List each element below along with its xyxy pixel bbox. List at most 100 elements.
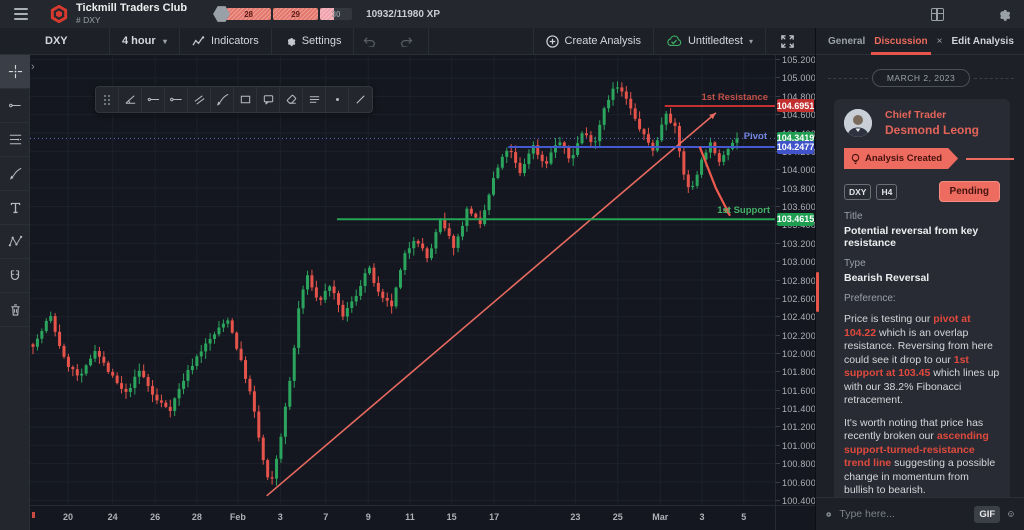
xp-count: 10932/11980 XP — [366, 8, 441, 20]
time-tick: 11 — [405, 512, 415, 522]
tab-general[interactable]: General — [828, 35, 866, 47]
timeframe-dropdown[interactable]: 4 hour ▾ — [110, 28, 180, 54]
gear-icon[interactable] — [996, 7, 1010, 21]
time-tick: 7 — [323, 512, 329, 522]
emoji-icon[interactable] — [1008, 507, 1014, 521]
price-tick: 102.8000 — [776, 276, 821, 286]
eraser-icon[interactable] — [280, 87, 303, 112]
price-tick: 105.2000 — [776, 55, 821, 65]
price-tick: 104.8000 — [776, 92, 821, 102]
text-tool[interactable] — [0, 191, 30, 225]
trend-line[interactable] — [266, 112, 717, 497]
axis-corner — [775, 505, 815, 530]
lightbulb-icon — [851, 153, 860, 165]
price-axis[interactable]: 100.4000 100.6000 100.8000 101.0000 101.2000… — [775, 55, 821, 506]
analysis-name-dropdown[interactable]: Untitledtest ▾ — [654, 28, 766, 54]
xp-progress[interactable]: 28 29 30 10932/11980 XP — [213, 6, 440, 23]
magnet-tool[interactable] — [0, 259, 30, 293]
create-analysis-button[interactable]: Create Analysis — [534, 28, 654, 54]
attach-plus-icon[interactable] — [826, 508, 831, 521]
gif-button[interactable]: GIF — [974, 505, 1001, 523]
brush-tool[interactable] — [0, 157, 30, 191]
panel-tabs: General Discussion × Edit Analysis — [816, 28, 1024, 55]
crosshair-tool[interactable] — [0, 55, 30, 89]
create-analysis-label: Create Analysis — [564, 35, 641, 47]
brush-icon[interactable] — [211, 87, 234, 112]
time-tick: 28 — [191, 512, 202, 522]
chevron-down-icon: ▾ — [162, 36, 167, 46]
floating-drawing-toolbar — [95, 86, 373, 113]
horizontal-ray-icon[interactable] — [142, 87, 165, 112]
channel-name: # DXY — [76, 15, 101, 26]
drag-handle-icon[interactable] — [96, 87, 119, 112]
author-block: Chief Trader Desmond Leong — [885, 110, 979, 136]
time-tick: 3 — [277, 512, 283, 522]
avatar[interactable] — [844, 109, 872, 137]
panel-scrollbar[interactable] — [816, 272, 819, 312]
time-tick: 25 — [612, 512, 623, 522]
1st-resistance-label: 1st Resistance — [701, 91, 768, 103]
price-tick: 101.2000 — [776, 422, 821, 432]
status-badge[interactable]: Pending — [938, 181, 1000, 202]
time-tick: 3 — [699, 512, 705, 522]
price-tick: 101.0000 — [776, 441, 821, 451]
fib-retracement-tool[interactable] — [0, 123, 30, 157]
chart-area[interactable]: › 1st Resistance Pivot 1st Support 100.400… — [30, 55, 821, 530]
xp-level-chip: 29 — [273, 8, 319, 20]
author-name: Desmond Leong — [885, 122, 980, 137]
title-label: Title — [844, 211, 863, 222]
indicators-button[interactable]: Indicators — [180, 28, 272, 54]
settings-button[interactable]: Settings — [272, 28, 355, 54]
line-icon[interactable] — [349, 87, 372, 112]
time-axis[interactable]: 20 24 26 28 Feb 3 7 9 11 15 17 23 25 Mar 3 5 — [30, 505, 775, 530]
parallel-channel-icon[interactable] — [188, 87, 211, 112]
xp-level-chip: 28 — [226, 8, 272, 20]
price-tick: 104.6000 — [776, 110, 821, 120]
price-tick: 103.6000 — [776, 202, 821, 212]
remove-tool[interactable] — [0, 293, 30, 327]
tab-discussion[interactable]: Discussion — [871, 28, 931, 55]
analysis-paragraph: Price is testing our pivot at 104.22 whi… — [844, 313, 1000, 406]
xabcd-pattern-tool[interactable] — [0, 225, 30, 259]
price-tick: 102.0000 — [776, 349, 821, 359]
chart-toolbar: DXY 4 hour ▾ Indicators Settings Create … — [0, 28, 815, 55]
chat-input[interactable] — [839, 508, 975, 520]
plus-circle-icon — [545, 34, 559, 48]
price-tick: 104.0000 — [776, 165, 821, 175]
time-tick: 17 — [489, 512, 500, 522]
candlestick-chart[interactable] — [30, 55, 775, 505]
callout-icon[interactable] — [257, 87, 280, 112]
symbol-button[interactable]: DXY — [0, 28, 110, 54]
1st-support-label: 1st Support — [717, 205, 770, 217]
timeframe-badge: H4 — [876, 183, 898, 200]
fullscreen-button[interactable] — [766, 28, 815, 54]
tab-close-icon[interactable]: × — [936, 35, 943, 47]
sidebar-expander-icon[interactable]: › — [31, 61, 35, 73]
price-tick: 102.2000 — [776, 331, 821, 341]
indicators-icon — [192, 35, 205, 45]
app-title: Tickmill Traders Club — [76, 2, 188, 15]
time-tick: 5 — [741, 512, 747, 522]
projection-arrow[interactable] — [698, 146, 731, 217]
dot-icon[interactable] — [326, 87, 349, 112]
app-header: Tickmill Traders Club # DXY 28 29 30 10932… — [0, 0, 1024, 28]
trend-line-tool[interactable] — [0, 89, 30, 123]
tab-edit-analysis[interactable]: Edit Analysis — [951, 35, 1014, 47]
workspace-grid-icon[interactable] — [931, 7, 944, 21]
price-tick: 103.2000 — [776, 239, 821, 249]
menu-icon[interactable] — [6, 8, 36, 20]
analysis-type: Bearish Reversal — [844, 272, 930, 284]
analysis-message-card[interactable]: Chief Trader Desmond Leong Analysis Crea… — [834, 99, 1014, 530]
author-role: Chief Trader — [885, 109, 947, 122]
trend-line-icon[interactable] — [165, 87, 188, 112]
redo-button[interactable] — [391, 28, 430, 54]
undo-button[interactable] — [354, 28, 391, 54]
price-tick: 102.6000 — [776, 294, 821, 304]
trend-angle-icon[interactable] — [119, 87, 142, 112]
price-tick: 105.0000 — [776, 73, 821, 83]
horizontal-lines-icon[interactable] — [303, 87, 326, 112]
drawing-tools-sidebar — [0, 55, 30, 530]
candles[interactable] — [31, 81, 739, 486]
rectangle-icon[interactable] — [234, 87, 257, 112]
